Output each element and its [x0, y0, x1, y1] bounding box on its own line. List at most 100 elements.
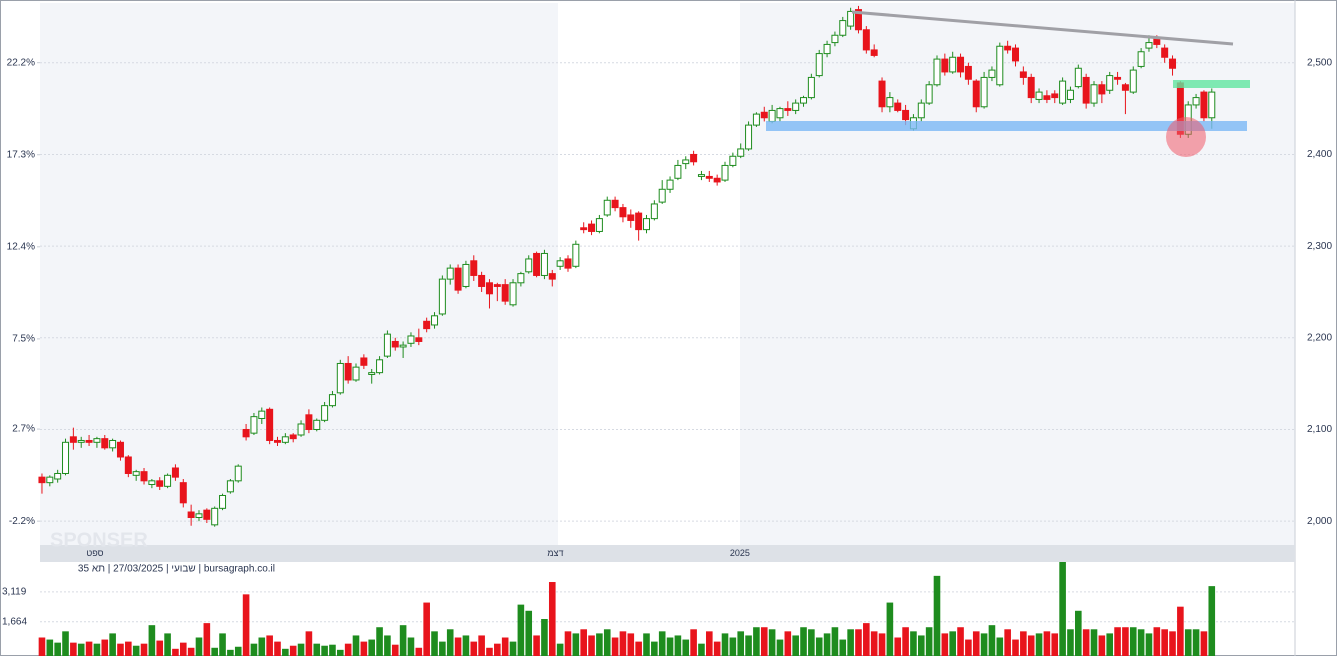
- volume-bar: [132, 645, 140, 656]
- candle-body: [423, 320, 431, 330]
- volume-bar: [776, 639, 784, 656]
- x-tick-label: ספט: [86, 548, 103, 558]
- volume-bar: [1020, 631, 1027, 656]
- volume-bar: [1059, 562, 1066, 656]
- volume-bar: [313, 643, 321, 656]
- candle-body: [658, 188, 666, 203]
- candle-body: [595, 218, 603, 232]
- y2-tick-label: 17.3%: [7, 149, 35, 160]
- volume-bar: [187, 647, 195, 656]
- volume-bar: [446, 629, 454, 656]
- volume-bar: [1137, 629, 1145, 656]
- volume-bar: [439, 641, 446, 656]
- volume-bar: [690, 629, 697, 656]
- volume-bar: [556, 643, 564, 656]
- volume-bar: [635, 641, 642, 656]
- y2-tick-label: 2.7%: [12, 424, 35, 435]
- candle-body: [1019, 71, 1027, 78]
- volume-bar: [666, 637, 674, 656]
- volume-bar: [431, 631, 438, 656]
- candle-body: [564, 258, 572, 269]
- candle-body: [815, 53, 823, 77]
- candle-body: [187, 511, 195, 518]
- volume-bar: [831, 627, 839, 656]
- y-tick-label: 3,119: [2, 587, 27, 598]
- volume-bar: [1184, 629, 1192, 656]
- candle-body: [603, 199, 611, 216]
- candle-body: [580, 227, 588, 231]
- volume-bar: [886, 602, 894, 656]
- candle-body: [328, 394, 336, 407]
- candle-body: [611, 199, 619, 209]
- volume-bar: [823, 633, 831, 656]
- candle-body: [407, 335, 415, 344]
- volume-bar: [391, 644, 399, 656]
- candle-body: [258, 410, 266, 419]
- watermark: SPONSER: [50, 529, 148, 551]
- candle-body: [1208, 91, 1216, 119]
- volume-bar: [258, 637, 266, 656]
- volume-bar: [1129, 627, 1137, 656]
- candle-body: [533, 252, 541, 276]
- candle-body: [996, 45, 1004, 86]
- volume-bar: [415, 647, 423, 656]
- volume-bar: [1035, 633, 1043, 656]
- volume-bar: [957, 627, 964, 656]
- candle-body: [250, 416, 258, 434]
- y-tick-label: 2,200: [1307, 332, 1332, 343]
- volume-bar: [297, 643, 305, 656]
- candle-body: [93, 438, 101, 443]
- volume-bar: [721, 633, 729, 656]
- volume-bar: [1027, 635, 1035, 656]
- volume-bar: [698, 643, 705, 656]
- volume-bar: [808, 629, 815, 656]
- volume-bar: [1208, 586, 1216, 656]
- volume-bar: [227, 649, 234, 656]
- candle-body: [925, 84, 933, 104]
- volume-bar: [784, 631, 792, 656]
- volume-bar: [917, 635, 925, 656]
- candle-body: [132, 471, 140, 476]
- candle-body: [831, 34, 839, 44]
- candle-body: [588, 223, 596, 232]
- x-axis-strip: [40, 545, 1295, 562]
- volume-bar: [1090, 629, 1098, 656]
- volume-bar: [980, 633, 988, 656]
- candle-body: [77, 439, 85, 443]
- candle-body: [988, 69, 996, 78]
- candle-body: [305, 414, 313, 430]
- volume-bar: [337, 649, 344, 656]
- candle-body: [902, 109, 910, 121]
- candle-body: [454, 267, 462, 291]
- candle-body: [148, 480, 156, 485]
- candle-body: [462, 263, 470, 287]
- volume-bar: [996, 637, 1004, 656]
- candle-body: [313, 419, 321, 430]
- volume-bar: [203, 623, 211, 656]
- candle-body: [674, 164, 682, 179]
- volume-bar: [454, 637, 462, 656]
- candle-body: [525, 258, 533, 273]
- volume-bar: [548, 582, 556, 656]
- volume-bar: [148, 625, 156, 656]
- candle-body: [949, 56, 957, 73]
- candle-body: [171, 467, 179, 478]
- candle-body: [219, 494, 227, 509]
- candle-body: [226, 480, 234, 493]
- candle-body: [156, 480, 164, 487]
- volume-bar: [384, 635, 391, 656]
- volume-bar: [494, 643, 501, 656]
- volume-bar: [289, 645, 297, 656]
- volume-bar: [1161, 629, 1168, 656]
- candle-body: [1066, 89, 1074, 100]
- volume-bar: [266, 635, 273, 656]
- candle-body: [109, 439, 117, 449]
- volume-bar: [682, 639, 690, 656]
- candle-body: [572, 243, 580, 267]
- candle-body: [666, 179, 674, 190]
- candle-body: [1106, 75, 1114, 91]
- volume-bar: [1075, 610, 1082, 656]
- candle-body: [627, 214, 635, 221]
- candle-body: [1027, 76, 1035, 99]
- candle-body: [862, 29, 870, 51]
